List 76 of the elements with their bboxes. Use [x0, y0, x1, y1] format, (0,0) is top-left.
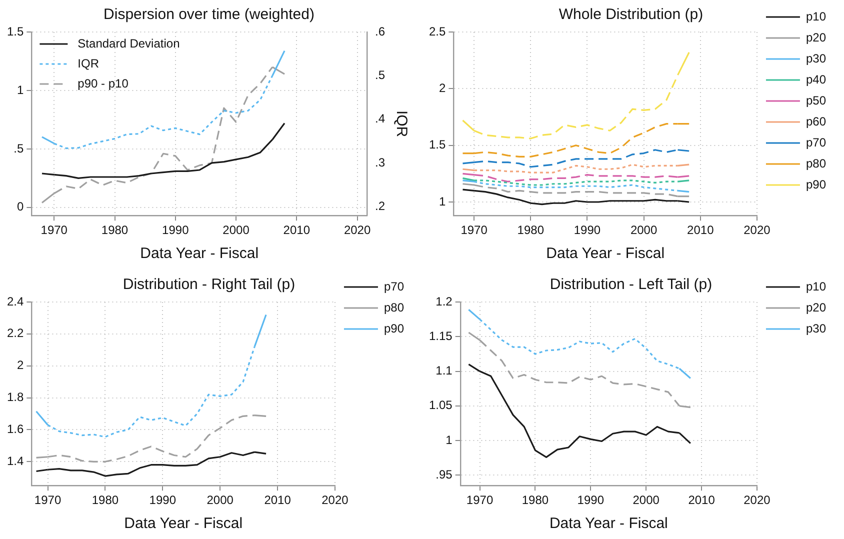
x-tick-label: 2010	[688, 493, 716, 508]
y-tick-label: 1.4	[6, 454, 24, 468]
y-tick-label: 2	[438, 80, 446, 95]
y2-axis-title: IQR	[392, 110, 410, 138]
y2-tick-label: .2	[374, 199, 386, 214]
legend-label: Standard Deviation	[78, 36, 180, 50]
x-tick-label: 1990	[149, 493, 176, 508]
legend-label: p60	[806, 114, 826, 128]
x-tick-label: 1990	[574, 223, 601, 238]
x-tick-label: 1980	[522, 493, 549, 508]
y2-tick-label: .3	[374, 155, 386, 170]
y-tick-label: 1.05	[428, 398, 453, 412]
legend-label: p90 - p10	[78, 76, 129, 90]
x-tick-label: 2010	[283, 223, 310, 238]
x-tick-label: 1990	[162, 223, 190, 238]
chart-title: Distribution - Left Tail (p)	[550, 276, 712, 294]
y2-tick-label: .5	[374, 68, 386, 82]
y-tick-label: 0	[16, 200, 24, 214]
x-tick-label: 1980	[101, 223, 128, 238]
y2-tick-label: .4	[374, 112, 386, 126]
y-tick-label: 2	[16, 358, 24, 372]
y-tick-label: 1	[446, 432, 453, 447]
legend-label: p80	[384, 300, 404, 314]
x-tick-label: 2020	[344, 223, 371, 238]
legend-label: IQR	[78, 56, 100, 70]
y-tick-label: 1.5	[6, 24, 24, 38]
x-tick-label: 2020	[744, 493, 771, 508]
legend-label: p30	[806, 51, 826, 66]
y-tick-label: 1	[438, 194, 446, 208]
x-tick-label: 1970	[34, 493, 62, 508]
legend-label: p40	[806, 72, 826, 86]
legend-label: p80	[806, 156, 826, 170]
x-axis-title: Data Year - Fiscal	[546, 245, 665, 262]
x-tick-label: 1970	[40, 223, 68, 238]
chart-title: Distribution - Right Tail (p)	[122, 276, 296, 294]
x-tick-label: 2000	[632, 493, 660, 508]
legend-label: p50	[806, 93, 826, 108]
y2-tick-label: .6	[374, 24, 386, 38]
x-tick-label: 2000	[630, 223, 658, 238]
legend-label: p70	[384, 279, 404, 294]
x-tick-label: 2000	[206, 493, 234, 508]
x-tick-label: 1990	[577, 493, 604, 508]
chart-title: Dispersion over time (weighted)	[104, 6, 314, 24]
y-tick-label: 1	[16, 82, 24, 97]
x-tick-label: 2020	[322, 493, 349, 508]
x-tick-label: 1970	[460, 223, 488, 238]
y-tick-label: 2.5	[428, 24, 446, 38]
x-tick-label: 1970	[466, 493, 494, 508]
y-tick-label: 1.8	[6, 390, 24, 404]
x-axis-title: Data Year - Fiscal	[140, 245, 259, 262]
legend-label: p90	[384, 321, 404, 336]
x-tick-label: 1980	[92, 493, 119, 508]
legend-label: p90	[806, 177, 826, 192]
x-tick-label: 2000	[222, 223, 250, 238]
y-tick-label: 2.2	[6, 326, 24, 340]
legend-label: p10	[806, 9, 826, 24]
x-axis-title: Data Year - Fiscal	[124, 515, 243, 532]
legend-label: p20	[806, 30, 826, 44]
y-tick-label: 1.5	[428, 138, 446, 152]
x-tick-label: 2010	[264, 493, 292, 508]
y-tick-label: 2.4	[6, 294, 24, 308]
y-tick-label: .5	[14, 141, 24, 156]
chart-title: Whole Distribution (p)	[558, 6, 704, 24]
legend-label: p30	[806, 321, 826, 336]
legend-label: p20	[806, 300, 826, 314]
y-tick-label: 1.2	[436, 294, 453, 308]
y-tick-label: 1.15	[428, 328, 453, 343]
legend-label: p70	[806, 135, 826, 150]
x-tick-label: 1980	[517, 223, 544, 238]
x-tick-label: 2010	[687, 223, 714, 238]
x-axis-title: Data Year - Fiscal	[549, 515, 668, 532]
x-tick-label: 2020	[744, 223, 771, 238]
legend-label: p10	[806, 279, 826, 294]
y-tick-label: .95	[436, 468, 453, 482]
y-tick-label: 1.6	[6, 422, 24, 436]
y-tick-label: 1.1	[436, 364, 453, 378]
